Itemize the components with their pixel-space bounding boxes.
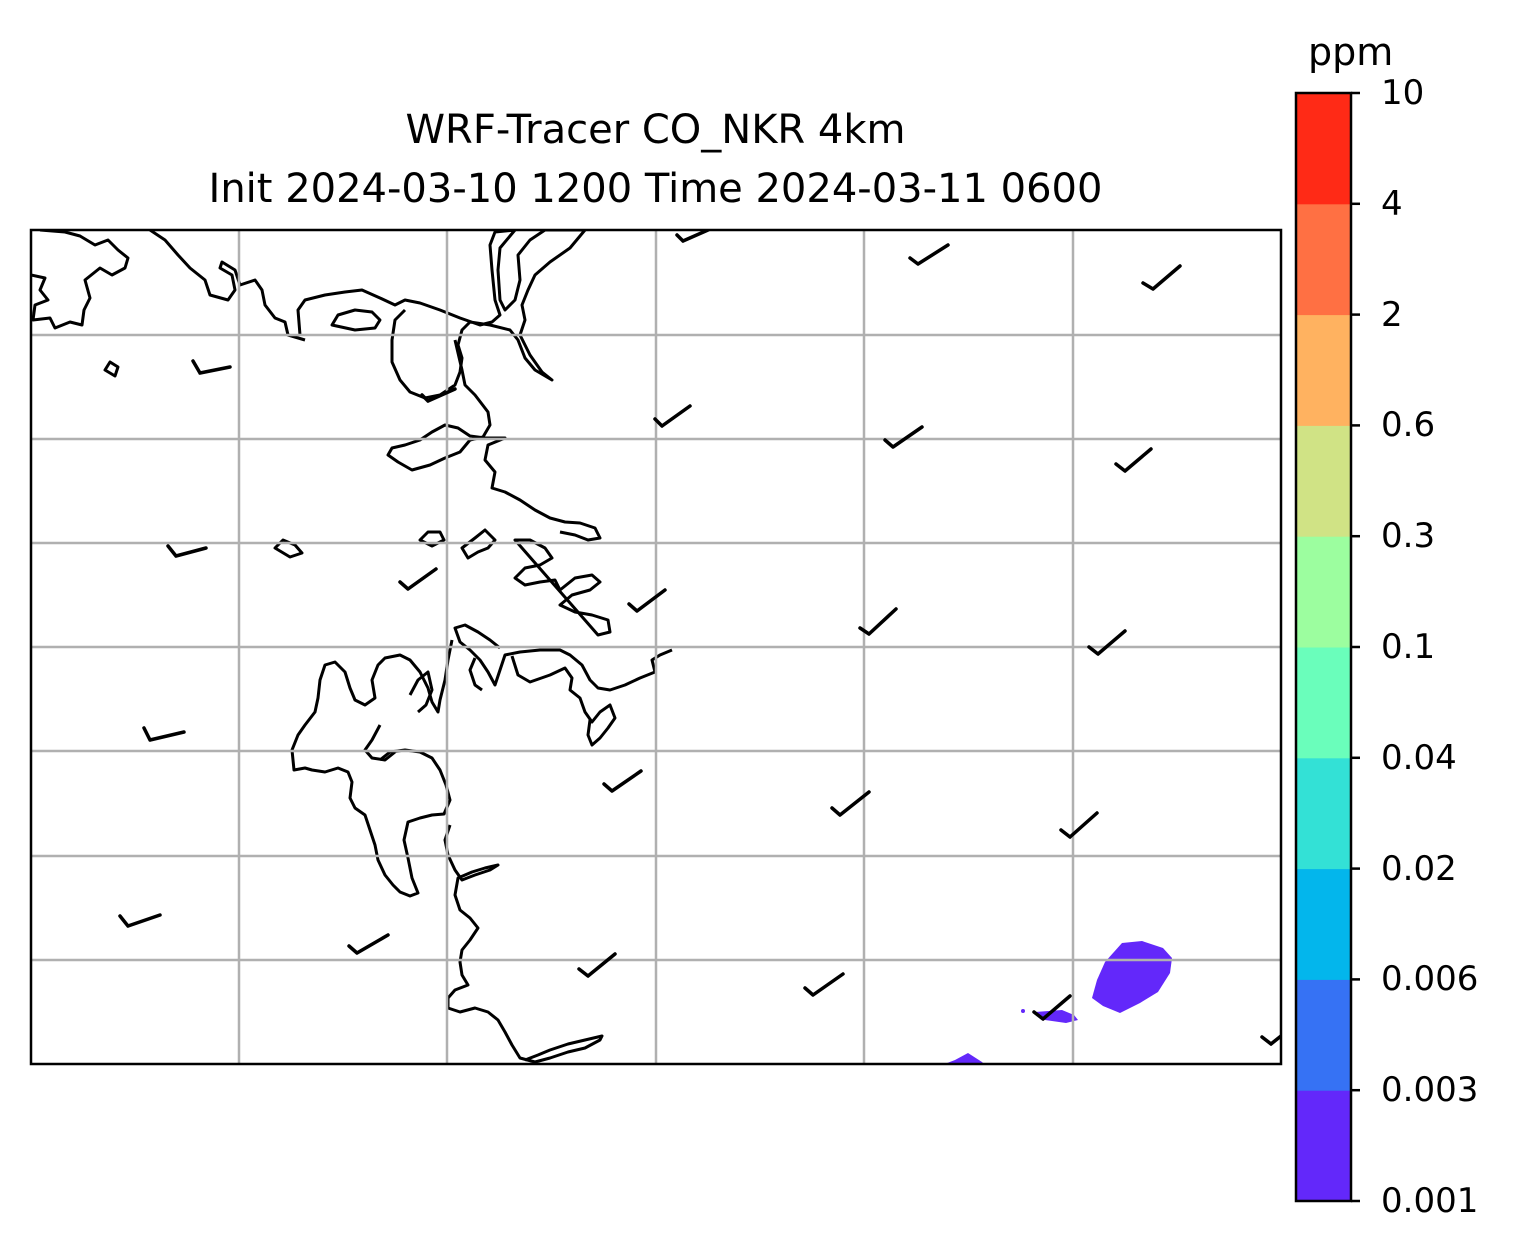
colorbar-segment xyxy=(1296,425,1351,537)
wind-barb-icon xyxy=(858,607,898,636)
tracer-patch-small xyxy=(1035,1010,1078,1023)
colorbar-tick-label: 0.6 xyxy=(1381,405,1436,446)
wind-barb-icon xyxy=(883,425,924,449)
wind-barb-icon xyxy=(118,913,162,928)
coastline-north-left xyxy=(31,230,130,330)
coastline-south-main xyxy=(290,623,673,898)
colorbar-segment xyxy=(1296,536,1351,648)
colorbar-tick-label: 0.1 xyxy=(1381,627,1436,667)
colorbar-segment xyxy=(1296,93,1351,205)
wind-barb-icon xyxy=(166,544,208,558)
colorbar-tick-label: 2 xyxy=(1381,294,1403,335)
wind-barb-icon xyxy=(627,588,667,613)
wind-barbs xyxy=(118,230,1281,1046)
colorbar-tick-label: 0.006 xyxy=(1381,959,1479,1000)
coastline-channel-spine xyxy=(386,339,602,542)
map-frame xyxy=(29,228,1283,1066)
colorbar-tick-label: 0.02 xyxy=(1381,848,1457,889)
coastline-north-inlet xyxy=(149,230,306,342)
colorbar-tick-label: 0.04 xyxy=(1381,737,1457,778)
colorbar-segment xyxy=(1296,203,1351,316)
coastline-south-fingers xyxy=(363,655,617,762)
colorbar-tick-label: 4 xyxy=(1381,183,1403,224)
wind-barb-icon xyxy=(191,359,232,375)
wind-barb-icon xyxy=(1087,629,1127,656)
colorbar-segment xyxy=(1296,1090,1351,1202)
wind-barb-icon xyxy=(675,230,710,243)
colorbar-tick-label: 10 xyxy=(1381,73,1425,113)
wind-barb-icon xyxy=(420,387,457,403)
wind-barb-icon xyxy=(347,933,390,955)
wind-barb-icon xyxy=(1141,264,1182,291)
colorbar-segment xyxy=(1296,314,1351,426)
colorbar-tick-label: 0.003 xyxy=(1381,1070,1479,1111)
wind-barb-icon xyxy=(803,972,845,997)
coastline-island-a xyxy=(330,308,382,332)
wind-barb-icon xyxy=(577,952,617,978)
wind-barb-icon xyxy=(1260,1034,1281,1046)
wind-barb-icon xyxy=(398,567,438,591)
wind-barb-icon xyxy=(908,243,950,266)
wind-barb-icon xyxy=(602,769,643,793)
chart-title-line1: WRF-Tracer CO_NKR 4km xyxy=(405,107,906,153)
wind-barb-icon xyxy=(1059,811,1099,839)
wind-barb-icon xyxy=(1032,994,1072,1021)
tracer-dot xyxy=(1021,1009,1025,1013)
gridlines xyxy=(31,230,1281,1064)
colorbar-segment xyxy=(1296,868,1351,980)
colorbar-unit: ppm xyxy=(1308,30,1394,74)
wind-barb-icon xyxy=(830,790,871,817)
coastline-island-b xyxy=(103,360,120,378)
wind-barb-icon xyxy=(653,404,692,428)
wind-barb-icon xyxy=(142,726,186,742)
tracer-patch-edge xyxy=(944,1053,984,1064)
colorbar-tick-label: 0.3 xyxy=(1381,516,1436,557)
colorbar-tick-label: 0.001 xyxy=(1381,1181,1479,1221)
wind-barb-icon xyxy=(1114,447,1153,473)
colorbar-segment xyxy=(1296,757,1351,870)
coastline-south-coast xyxy=(443,824,604,1064)
colorbar-segment xyxy=(1296,647,1351,759)
colorbar xyxy=(1294,91,1360,1203)
colorbar-segment xyxy=(1296,979,1351,1091)
chart-title-line2: Init 2024-03-10 1200 Time 2024-03-11 060… xyxy=(208,166,1103,212)
